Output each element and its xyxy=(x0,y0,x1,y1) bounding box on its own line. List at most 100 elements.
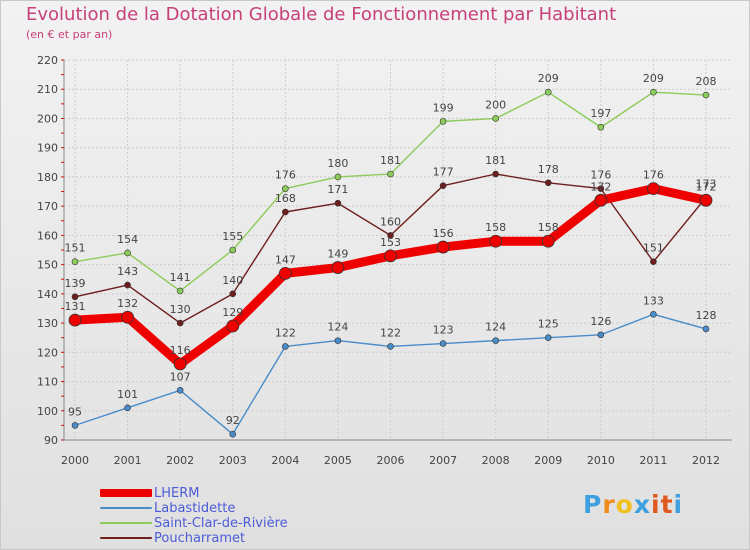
data-label-lherm-2006: 153 xyxy=(380,236,401,249)
point-poucharramet-2001 xyxy=(124,281,131,289)
point-poucharramet-2007 xyxy=(439,182,447,189)
data-label-lherm-2012: 172 xyxy=(696,180,717,193)
legend-swatch-lherm xyxy=(100,489,152,497)
data-label-labastidette-2008: 124 xyxy=(485,321,506,334)
x-tick-label-2005: 2005 xyxy=(324,454,352,467)
data-label-poucharramet-2003: 140 xyxy=(222,274,243,287)
data-label-poucharramet-2006: 160 xyxy=(380,215,401,228)
x-tick-label-2009: 2009 xyxy=(534,454,562,467)
data-label-lherm-2008: 158 xyxy=(485,221,506,234)
y-tick-label-160: 160 xyxy=(37,229,58,242)
chart-title: Evolution de la Dotation Globale de Fonc… xyxy=(26,4,617,25)
data-label-labastidette-2011: 133 xyxy=(643,294,664,307)
y-tick-label-100: 100 xyxy=(37,405,58,418)
data-label-labastidette-2010: 126 xyxy=(590,315,611,328)
data-label-saint-clar-de-rivi-re-2010: 197 xyxy=(590,107,611,120)
data-label-saint-clar-de-rivi-re-2006: 181 xyxy=(380,154,401,167)
point-poucharramet-2003 xyxy=(229,290,237,298)
point-labastidette-2006 xyxy=(387,343,394,350)
point-saint-clar-de-rivi-re-2001 xyxy=(124,249,131,257)
data-label-poucharramet-2011: 151 xyxy=(643,242,664,255)
data-label-labastidette-2003: 92 xyxy=(226,414,240,427)
y-tick-label-190: 190 xyxy=(37,142,58,155)
data-label-saint-clar-de-rivi-re-2002: 141 xyxy=(170,271,191,284)
legend-label-poucharramet: Poucharramet xyxy=(154,531,246,546)
legend-item-poucharramet: Poucharramet xyxy=(100,531,360,546)
data-label-poucharramet-2010: 176 xyxy=(590,169,611,182)
legend-swatch-labastidette xyxy=(100,507,152,509)
x-tick-label-2012: 2012 xyxy=(692,454,720,467)
legend-item-saint-clar-de-rivi-re: Saint-Clar-de-Rivière xyxy=(100,516,360,531)
y-tick-label-120: 120 xyxy=(37,346,58,359)
y-tick-label-210: 210 xyxy=(37,83,58,96)
point-saint-clar-de-rivi-re-2009 xyxy=(544,88,552,96)
point-saint-clar-de-rivi-re-2011 xyxy=(650,88,657,96)
data-label-poucharramet-2009: 178 xyxy=(538,163,559,176)
data-label-lherm-2002: 116 xyxy=(170,344,191,357)
y-tick-label-170: 170 xyxy=(37,200,58,213)
point-labastidette-2008 xyxy=(492,337,499,344)
y-tick-label-180: 180 xyxy=(37,171,58,184)
point-lherm-2007 xyxy=(436,240,450,254)
y-tick-label-140: 140 xyxy=(37,288,58,301)
data-label-saint-clar-de-rivi-re-2007: 199 xyxy=(433,101,454,114)
logo-letter: P xyxy=(583,490,603,519)
legend-swatch-poucharramet xyxy=(100,537,152,539)
data-label-saint-clar-de-rivi-re-2001: 154 xyxy=(117,233,138,246)
data-label-labastidette-2012: 128 xyxy=(696,309,717,322)
point-saint-clar-de-rivi-re-2000 xyxy=(71,258,79,265)
data-label-lherm-2000: 131 xyxy=(65,300,86,313)
point-labastidette-2012 xyxy=(702,325,710,333)
data-label-poucharramet-2004: 168 xyxy=(275,192,296,205)
point-lherm-2004 xyxy=(278,266,292,280)
legend-label-saint-clar-de-rivi-re: Saint-Clar-de-Rivière xyxy=(154,516,288,531)
data-label-saint-clar-de-rivi-re-2003: 155 xyxy=(222,230,243,243)
point-lherm-2003 xyxy=(226,319,240,333)
point-poucharramet-2011 xyxy=(650,258,657,265)
y-tick-label-220: 220 xyxy=(37,54,58,67)
point-saint-clar-de-rivi-re-2006 xyxy=(387,170,394,178)
point-saint-clar-de-rivi-re-2012 xyxy=(702,91,710,99)
logo-letter: o xyxy=(615,490,634,519)
point-lherm-2002 xyxy=(173,357,187,371)
point-poucharramet-2006 xyxy=(387,232,394,239)
point-poucharramet-2002 xyxy=(176,319,184,327)
data-label-poucharramet-2005: 171 xyxy=(327,183,348,196)
point-lherm-2012 xyxy=(699,193,713,207)
y-tick-label-110: 110 xyxy=(37,376,58,389)
point-lherm-2005 xyxy=(331,261,345,274)
legend-item-labastidette: Labastidette xyxy=(100,501,360,516)
data-label-labastidette-2000: 95 xyxy=(68,405,82,418)
data-label-lherm-2003: 129 xyxy=(222,306,243,319)
data-label-lherm-2004: 147 xyxy=(275,253,296,266)
point-labastidette-2003 xyxy=(229,430,237,438)
logo-letter: i xyxy=(673,490,684,519)
point-labastidette-2011 xyxy=(650,311,657,318)
point-labastidette-2009 xyxy=(544,334,552,341)
data-label-labastidette-2004: 122 xyxy=(275,326,296,339)
data-label-labastidette-2002: 107 xyxy=(170,370,191,383)
point-lherm-2011 xyxy=(647,182,660,196)
data-label-saint-clar-de-rivi-re-2000: 151 xyxy=(65,242,86,255)
data-label-lherm-2010: 172 xyxy=(590,180,611,193)
data-label-poucharramet-2007: 177 xyxy=(433,166,454,179)
data-label-lherm-2011: 176 xyxy=(643,169,664,182)
point-lherm-2006 xyxy=(384,249,397,263)
point-saint-clar-de-rivi-re-2002 xyxy=(176,287,184,295)
point-saint-clar-de-rivi-re-2010 xyxy=(597,123,605,131)
logo-letter: x xyxy=(633,490,651,519)
data-label-poucharramet-2012: 173 xyxy=(696,177,717,190)
point-poucharramet-2005 xyxy=(334,199,342,207)
y-tick-label-90: 90 xyxy=(44,434,58,447)
point-lherm-2010 xyxy=(594,193,608,207)
point-lherm-2001 xyxy=(121,310,134,324)
data-label-poucharramet-2000: 139 xyxy=(65,277,86,290)
point-saint-clar-de-rivi-re-2004 xyxy=(282,185,289,192)
data-label-labastidette-2005: 124 xyxy=(327,321,348,334)
point-saint-clar-de-rivi-re-2003 xyxy=(229,246,237,254)
chart-subtitle: (en € et par an) xyxy=(26,28,113,41)
x-tick-label-2010: 2010 xyxy=(587,454,615,467)
data-label-saint-clar-de-rivi-re-2011: 209 xyxy=(643,72,664,85)
data-label-lherm-2001: 132 xyxy=(117,297,138,310)
